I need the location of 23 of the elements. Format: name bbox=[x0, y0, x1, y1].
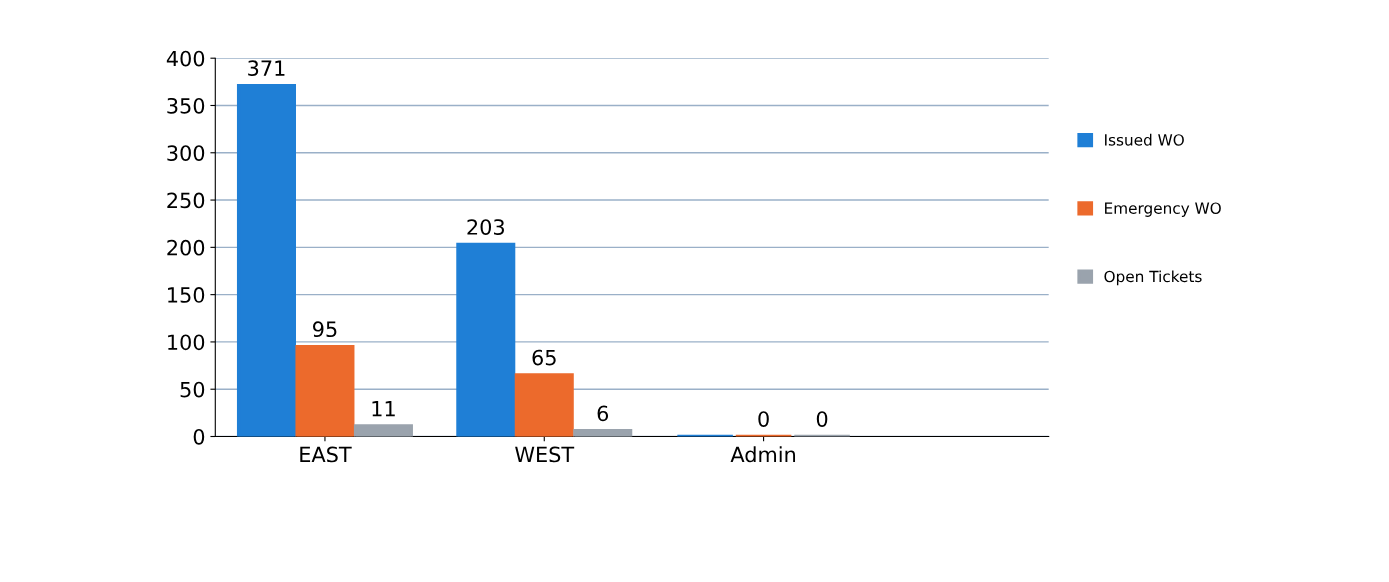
x-tick-label: EAST bbox=[300, 446, 352, 463]
legend-label: Emergency WO bbox=[1105, 202, 1221, 217]
y-tick-label: 350 bbox=[167, 97, 205, 114]
y-tick-label: 100 bbox=[168, 334, 205, 351]
y-tick-label: 400 bbox=[166, 50, 205, 67]
data-label: 11 bbox=[372, 401, 395, 417]
y-tick-label: 0 bbox=[193, 428, 205, 445]
data-label: 0 bbox=[758, 411, 769, 427]
y-tick-label: 200 bbox=[167, 239, 205, 256]
data-label: 371 bbox=[248, 60, 285, 77]
x-tick-label: Admin bbox=[730, 446, 796, 463]
y-tick-label: 250 bbox=[167, 192, 205, 209]
y-tick-label: 300 bbox=[167, 145, 205, 161]
y-tick-label: 50 bbox=[180, 381, 205, 398]
data-label: 6 bbox=[597, 405, 609, 422]
data-label: 65 bbox=[532, 349, 556, 366]
data-label: 95 bbox=[313, 321, 337, 338]
data-label: 0 bbox=[816, 411, 828, 427]
x-tick-label: WEST bbox=[515, 446, 575, 463]
data-label: 203 bbox=[467, 219, 504, 235]
legend-label: Open Tickets bbox=[1104, 270, 1202, 286]
legend-label: Issued WO bbox=[1105, 133, 1184, 146]
y-tick-label: 150 bbox=[168, 287, 205, 303]
